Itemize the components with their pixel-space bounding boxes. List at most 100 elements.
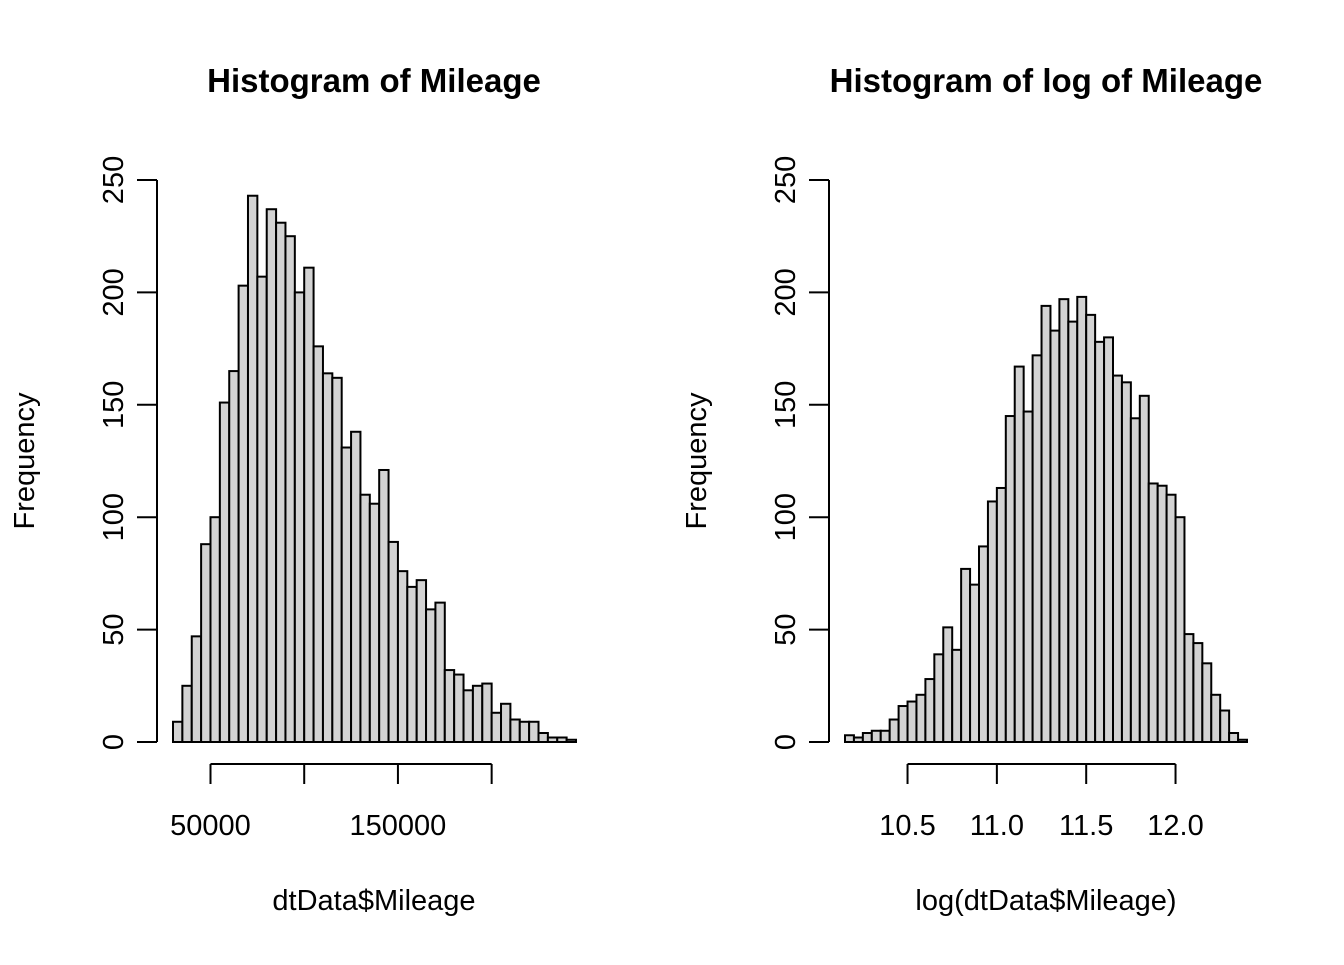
y-axis-label: Frequency: [9, 392, 41, 530]
y-axis: 0 50 100 150 200 250: [98, 156, 158, 750]
bar: [237, 284, 249, 743]
x-axis-label: dtData$Mileage: [272, 885, 475, 917]
bar: [1076, 295, 1088, 743]
bar: [986, 500, 998, 743]
bar: [1094, 340, 1106, 743]
bar: [415, 579, 428, 743]
bar: [969, 583, 980, 744]
bar: [378, 468, 390, 743]
x-tick-label: 150000: [350, 810, 447, 842]
y-tick-label: 150: [98, 381, 130, 429]
bar: [453, 673, 465, 743]
bar: [942, 626, 954, 743]
bar: [368, 502, 381, 743]
bar: [425, 608, 437, 743]
y-tick-label: 50: [770, 613, 802, 645]
bar: [537, 732, 549, 743]
bar: [284, 235, 296, 743]
bar: [350, 430, 362, 743]
bar: [1147, 482, 1159, 743]
y-tick-label: 100: [770, 493, 802, 541]
bar: [312, 345, 324, 743]
bar: [462, 689, 474, 744]
bar: [897, 705, 909, 743]
bar: [528, 720, 540, 744]
y-tick-label: 150: [770, 381, 802, 429]
bars: [844, 295, 1248, 744]
bar: [556, 736, 568, 744]
bar: [1210, 693, 1222, 743]
x-tick-label: 11.5: [1059, 810, 1113, 842]
x-tick-label: 50000: [170, 810, 251, 842]
bar: [200, 543, 212, 744]
x-axis: 50000 150000: [170, 763, 493, 842]
bar: [1013, 365, 1025, 743]
y-tick-label: 250: [98, 156, 130, 204]
bar: [359, 493, 371, 743]
bar: [1112, 374, 1123, 743]
bar: [331, 376, 343, 743]
chart-title: Histogram of Mileage: [207, 62, 541, 99]
bar: [246, 194, 259, 743]
x-tick-label: 12.0: [1147, 810, 1203, 842]
bar: [518, 720, 531, 744]
bar: [265, 208, 278, 743]
bar: [1120, 381, 1132, 743]
bar: [951, 648, 963, 743]
bar: [181, 684, 193, 743]
bar: [218, 401, 231, 743]
bar: [1237, 738, 1248, 744]
bar: [406, 585, 418, 743]
y-tick-label: 0: [98, 734, 130, 750]
bar: [852, 736, 864, 744]
bar: [1067, 320, 1079, 743]
bar: [978, 545, 989, 744]
bar: [879, 729, 891, 744]
bar: [1156, 484, 1168, 743]
bar: [565, 738, 578, 744]
bar: [1040, 304, 1052, 743]
bar: [303, 266, 315, 743]
y-tick-label: 200: [770, 268, 802, 316]
panel-mileage-histogram: Histogram of Mileage dtData$Mileage Freq…: [9, 62, 578, 917]
bar: [1129, 417, 1141, 743]
bar: [924, 678, 936, 744]
x-tick-label: 10.5: [879, 810, 935, 842]
bar: [1103, 336, 1114, 743]
bar: [546, 736, 559, 744]
bar: [1165, 493, 1177, 743]
y-tick-label: 200: [98, 268, 130, 316]
bar: [387, 540, 399, 743]
bar: [509, 718, 521, 744]
bar: [434, 601, 446, 744]
y-axis-label: Frequency: [681, 392, 713, 530]
y-tick-label: 50: [98, 613, 130, 645]
bar: [1174, 516, 1186, 744]
chart-title: Histogram of log of Mileage: [830, 62, 1263, 99]
bar: [906, 700, 918, 744]
bar: [1049, 329, 1061, 743]
bar: [844, 734, 855, 743]
bar: [228, 370, 240, 743]
bar: [915, 693, 927, 743]
bar: [340, 446, 353, 743]
y-tick-label: 100: [98, 493, 130, 541]
bar: [1085, 313, 1097, 743]
bar: [1031, 354, 1043, 743]
bar: [490, 711, 503, 744]
bar: [500, 702, 512, 743]
bar: [481, 682, 493, 743]
bar: [275, 221, 287, 744]
bar: [209, 516, 221, 744]
x-tick-label: 11.0: [970, 810, 1024, 842]
bar: [443, 669, 456, 744]
bar: [1228, 732, 1240, 743]
x-axis: 10.5 11.0 11.5 12.0: [879, 763, 1204, 842]
bar: [293, 291, 306, 743]
bar: [995, 486, 1007, 744]
panel-log-mileage-histogram: Histogram of log of Mileage log(dtData$M…: [681, 62, 1262, 917]
bar: [1219, 709, 1231, 744]
bar: [1201, 662, 1213, 744]
bar: [933, 653, 945, 743]
